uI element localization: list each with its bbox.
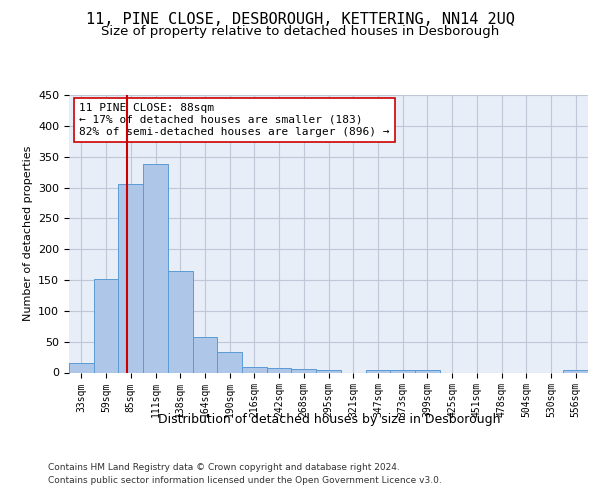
Text: 11 PINE CLOSE: 88sqm
← 17% of detached houses are smaller (183)
82% of semi-deta: 11 PINE CLOSE: 88sqm ← 17% of detached h… bbox=[79, 104, 390, 136]
Bar bbox=[267, 368, 292, 372]
Bar bbox=[242, 367, 267, 372]
Bar bbox=[415, 370, 440, 372]
Text: Distribution of detached houses by size in Desborough: Distribution of detached houses by size … bbox=[158, 412, 500, 426]
Bar bbox=[563, 370, 588, 372]
Bar bbox=[193, 338, 217, 372]
Text: Contains public sector information licensed under the Open Government Licence v3: Contains public sector information licen… bbox=[48, 476, 442, 485]
Bar bbox=[94, 279, 118, 372]
Text: Size of property relative to detached houses in Desborough: Size of property relative to detached ho… bbox=[101, 25, 499, 38]
Bar bbox=[168, 271, 193, 372]
Bar bbox=[143, 164, 168, 372]
Bar bbox=[316, 370, 341, 372]
Bar bbox=[390, 370, 415, 372]
Text: Contains HM Land Registry data © Crown copyright and database right 2024.: Contains HM Land Registry data © Crown c… bbox=[48, 462, 400, 471]
Y-axis label: Number of detached properties: Number of detached properties bbox=[23, 146, 32, 322]
Bar bbox=[365, 370, 390, 372]
Bar bbox=[69, 363, 94, 372]
Bar bbox=[217, 352, 242, 372]
Bar bbox=[292, 370, 316, 372]
Bar bbox=[118, 184, 143, 372]
Text: 11, PINE CLOSE, DESBOROUGH, KETTERING, NN14 2UQ: 11, PINE CLOSE, DESBOROUGH, KETTERING, N… bbox=[86, 12, 514, 28]
